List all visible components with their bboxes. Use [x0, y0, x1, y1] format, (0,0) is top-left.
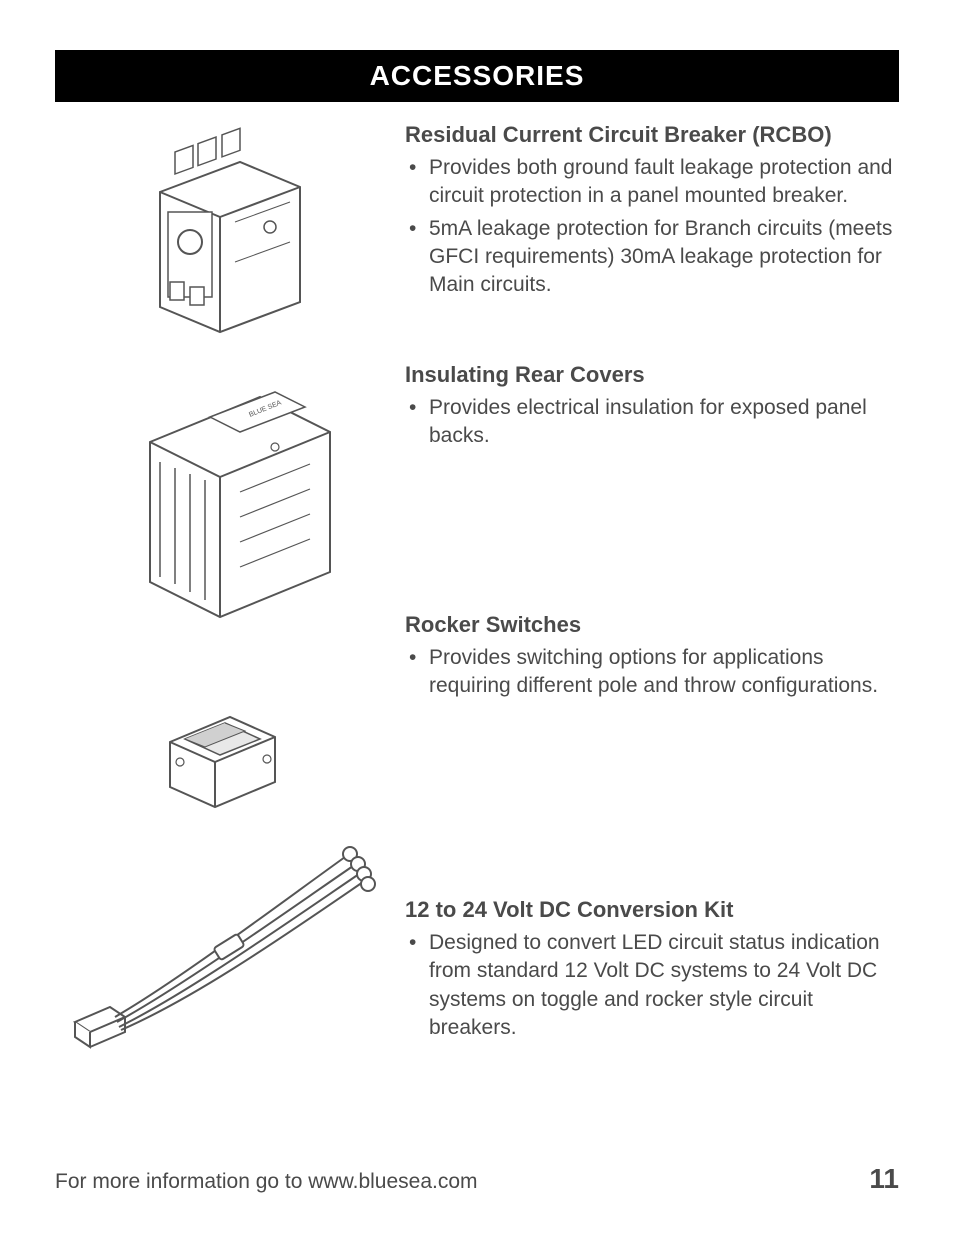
list-item: 5mA leakage protection for Branch circui…	[429, 215, 899, 300]
rcbo-heading: Residual Current Circuit Breaker (RCBO)	[405, 122, 899, 148]
wire-harness-icon	[55, 822, 385, 1062]
covers-bullets: Provides electrical insulation for expos…	[405, 394, 899, 451]
rocker-image	[55, 612, 385, 812]
section-rcbo: Residual Current Circuit Breaker (RCBO) …	[55, 122, 899, 352]
section-header: ACCESSORIES	[55, 50, 899, 102]
rocker-heading: Rocker Switches	[405, 612, 899, 638]
circuit-breaker-icon	[100, 122, 340, 352]
section-rocker: Rocker Switches Provides switching optio…	[55, 612, 899, 812]
rcbo-image	[55, 122, 385, 352]
rcbo-bullets: Provides both ground fault leakage prote…	[405, 154, 899, 300]
section-covers: BLUE SEA Insulating Rear Covers Provides…	[55, 362, 899, 632]
rocker-bullets: Provides switching options for applicati…	[405, 644, 899, 701]
conversion-bullets: Designed to convert LED circuit status i…	[405, 929, 899, 1042]
rear-cover-icon: BLUE SEA	[90, 362, 350, 632]
list-item: Provides both ground fault leakage prote…	[429, 154, 899, 211]
list-item: Provides electrical insulation for expos…	[429, 394, 899, 451]
conversion-image	[55, 822, 385, 1062]
page-number: 11	[869, 1163, 899, 1195]
cover-image: BLUE SEA	[55, 362, 385, 632]
rocker-switch-icon	[150, 702, 290, 812]
section-conversion: 12 to 24 Volt DC Conversion Kit Designed…	[55, 822, 899, 1062]
footer-info: For more information go to www.bluesea.c…	[55, 1170, 478, 1194]
conversion-heading: 12 to 24 Volt DC Conversion Kit	[405, 897, 899, 923]
page-footer: For more information go to www.bluesea.c…	[55, 1163, 899, 1195]
covers-heading: Insulating Rear Covers	[405, 362, 899, 388]
list-item: Provides switching options for applicati…	[429, 644, 899, 701]
list-item: Designed to convert LED circuit status i…	[429, 929, 899, 1042]
